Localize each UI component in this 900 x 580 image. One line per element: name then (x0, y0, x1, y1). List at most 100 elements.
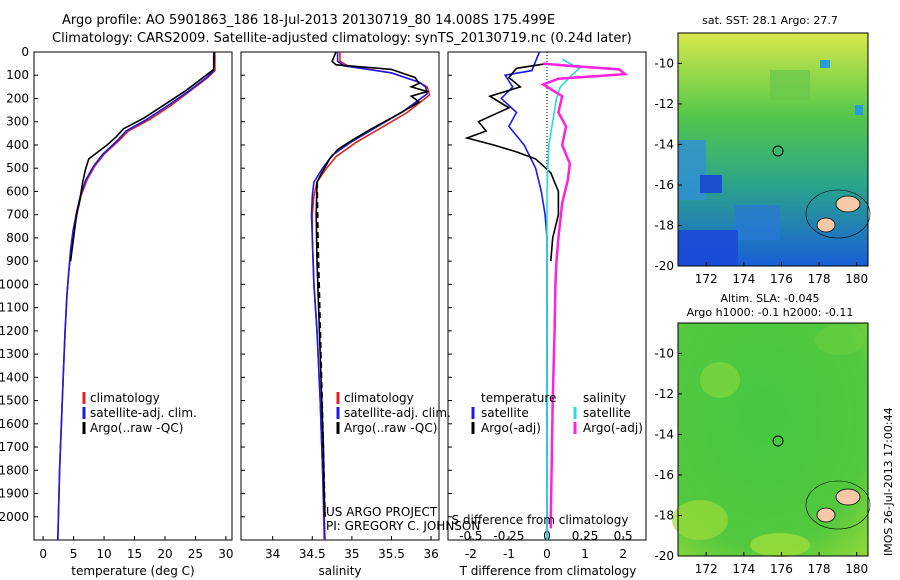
series-line-argo-dashed (316, 182, 326, 517)
salinity-tick-label: 34.5 (299, 547, 326, 561)
map-lon-label: 174 (732, 272, 755, 286)
temperature-x-axis: 0 5 10 15 20 25 30 (39, 536, 234, 561)
sst-patch (820, 60, 830, 68)
temperature-tick-label: 10 (96, 547, 111, 561)
legend-label-s-satellite: satellite (583, 406, 631, 420)
map-lon-label: 174 (732, 562, 755, 576)
depth-tick-label: 1500 (0, 394, 29, 408)
depth-tick-label: 1400 (0, 370, 29, 384)
temperature-tick-label: 25 (188, 547, 203, 561)
argo-position-marker (772, 435, 784, 447)
sla-patch (815, 325, 865, 355)
legend-label-s-argo: Argo(-adj) (583, 421, 643, 435)
depth-tick-label: 200 (6, 91, 29, 105)
series-line-s-argo-adj- (540, 62, 629, 529)
series-line-satellite-adj-clim- (310, 52, 428, 540)
legend-header-salinity: salinity (583, 391, 626, 405)
depth-tick-label: 600 (6, 184, 29, 198)
salinity-tick-label: 35 (344, 547, 359, 561)
depth-tick-label: 1700 (0, 440, 29, 454)
difference-series (464, 52, 629, 540)
pi-annotation: PI: GREGORY C. JOHNSON (326, 519, 480, 533)
sst-patch (700, 175, 722, 193)
temperature-series (57, 52, 216, 540)
sst-map (677, 32, 871, 267)
series-line-t-satellite (500, 52, 548, 540)
series-line-t-argo-adj- (464, 62, 560, 262)
sla-map-axes: 172 174 176 178 180 -10 -12 -14 -16 -18 -20 (654, 346, 868, 576)
sst-patch (678, 230, 738, 266)
t-difference-tick-label: 2 (619, 547, 627, 561)
temperature-legend: climatology satellite-adj. clim. Argo(..… (82, 391, 197, 435)
salinity-tick-label: 35.5 (378, 547, 405, 561)
sla-patch (672, 500, 728, 540)
depth-tick-label: 2000 (0, 510, 29, 524)
sla-map-subtitle: Argo h1000: -0.1 h2000: -0.11 (687, 306, 854, 319)
series-line-s-satellite (546, 58, 581, 540)
sst-patch (855, 105, 863, 115)
temperature-xlabel: temperature (deg C) (71, 564, 194, 578)
salinity-tick-label: 36 (423, 547, 438, 561)
project-annotation: US ARGO PROJECT (326, 505, 438, 519)
s-difference-tick-label: -0.25 (493, 529, 524, 543)
difference-xlabel: T difference from climatology (459, 564, 637, 578)
salinity-xlabel: salinity (318, 564, 361, 578)
depth-tick-label: 300 (6, 115, 29, 129)
temperature-tick-label: 15 (127, 547, 142, 561)
depth-tick-label: 500 (6, 161, 29, 175)
map-lon-label: 180 (845, 272, 868, 286)
depth-tick-label: 900 (6, 254, 29, 268)
island-fiji (816, 217, 836, 233)
legend-label-satellite-adj: satellite-adj. clim. (344, 406, 451, 420)
temperature-tick-label: 30 (218, 547, 233, 561)
s-difference-tick-label: 0.25 (572, 529, 599, 543)
map-lat-label: -16 (654, 178, 674, 192)
t-difference-tick-label: 1 (581, 547, 589, 561)
map-lat-label: -20 (654, 549, 674, 563)
t-difference-tick-label: -1 (503, 547, 515, 561)
map-lat-label: -14 (654, 427, 674, 441)
map-lat-label: -16 (654, 468, 674, 482)
temperature-tick-label: 20 (157, 547, 172, 561)
salinity-panel-frame (240, 51, 440, 541)
series-line-argo-raw-qc- (69, 52, 216, 262)
sst-patch (770, 70, 810, 100)
sst-map-axes: 172 174 176 178 180 -10 -12 -14 -16 -18 -20 (654, 56, 868, 286)
temperature-tick-label: 5 (70, 547, 78, 561)
map-lon-label: 176 (770, 272, 793, 286)
map-lat-label: -12 (654, 387, 674, 401)
map-lat-label: -18 (654, 508, 674, 522)
legend-label-climatology: climatology (344, 391, 414, 405)
legend-label-t-satellite: satellite (481, 406, 529, 420)
bathymetry-contour (805, 480, 871, 530)
map-lon-label: 172 (695, 272, 718, 286)
map-lon-label: 172 (695, 562, 718, 576)
t-difference-tick-label: -2 (465, 547, 477, 561)
salinity-x-axis: 34 34.5 35 35.5 36 (265, 536, 439, 561)
depth-tick-label: 400 (6, 138, 29, 152)
depth-axis: 0 100 200 300 400 500 600 700 800 900 1000 1100 1200… (0, 45, 452, 524)
map-lon-label: 180 (845, 562, 868, 576)
depth-tick-label: 1300 (0, 347, 29, 361)
sla-map-title: Altim. SLA: -0.045 (720, 292, 819, 305)
map-lat-label: -10 (654, 56, 674, 70)
sst-patch (735, 205, 780, 240)
depth-tick-label: 1600 (0, 417, 29, 431)
map-lat-label: -10 (654, 346, 674, 360)
legend-label-argo: Argo(..raw -QC) (90, 421, 183, 435)
t-difference-tick-label: 0 (543, 547, 551, 561)
figure-title-line1: Argo profile: AO 5901863_186 18-Jul-2013… (62, 13, 555, 28)
salinity-legend: climatology satellite-adj. clim. Argo(..… (336, 391, 451, 435)
map-lat-label: -18 (654, 218, 674, 232)
sla-map (672, 322, 871, 557)
depth-tick-label: 1000 (0, 277, 29, 291)
depth-tick-label: 1800 (0, 463, 29, 477)
s-difference-tick-label: 0.5 (614, 529, 633, 543)
map-lat-label: -20 (654, 259, 674, 273)
sst-map-frame (677, 32, 869, 267)
island-fiji (835, 195, 861, 213)
series-line-satellite-adj-clim- (57, 52, 215, 540)
sst-map-title: sat. SST: 28.1 Argo: 27.7 (702, 14, 838, 27)
